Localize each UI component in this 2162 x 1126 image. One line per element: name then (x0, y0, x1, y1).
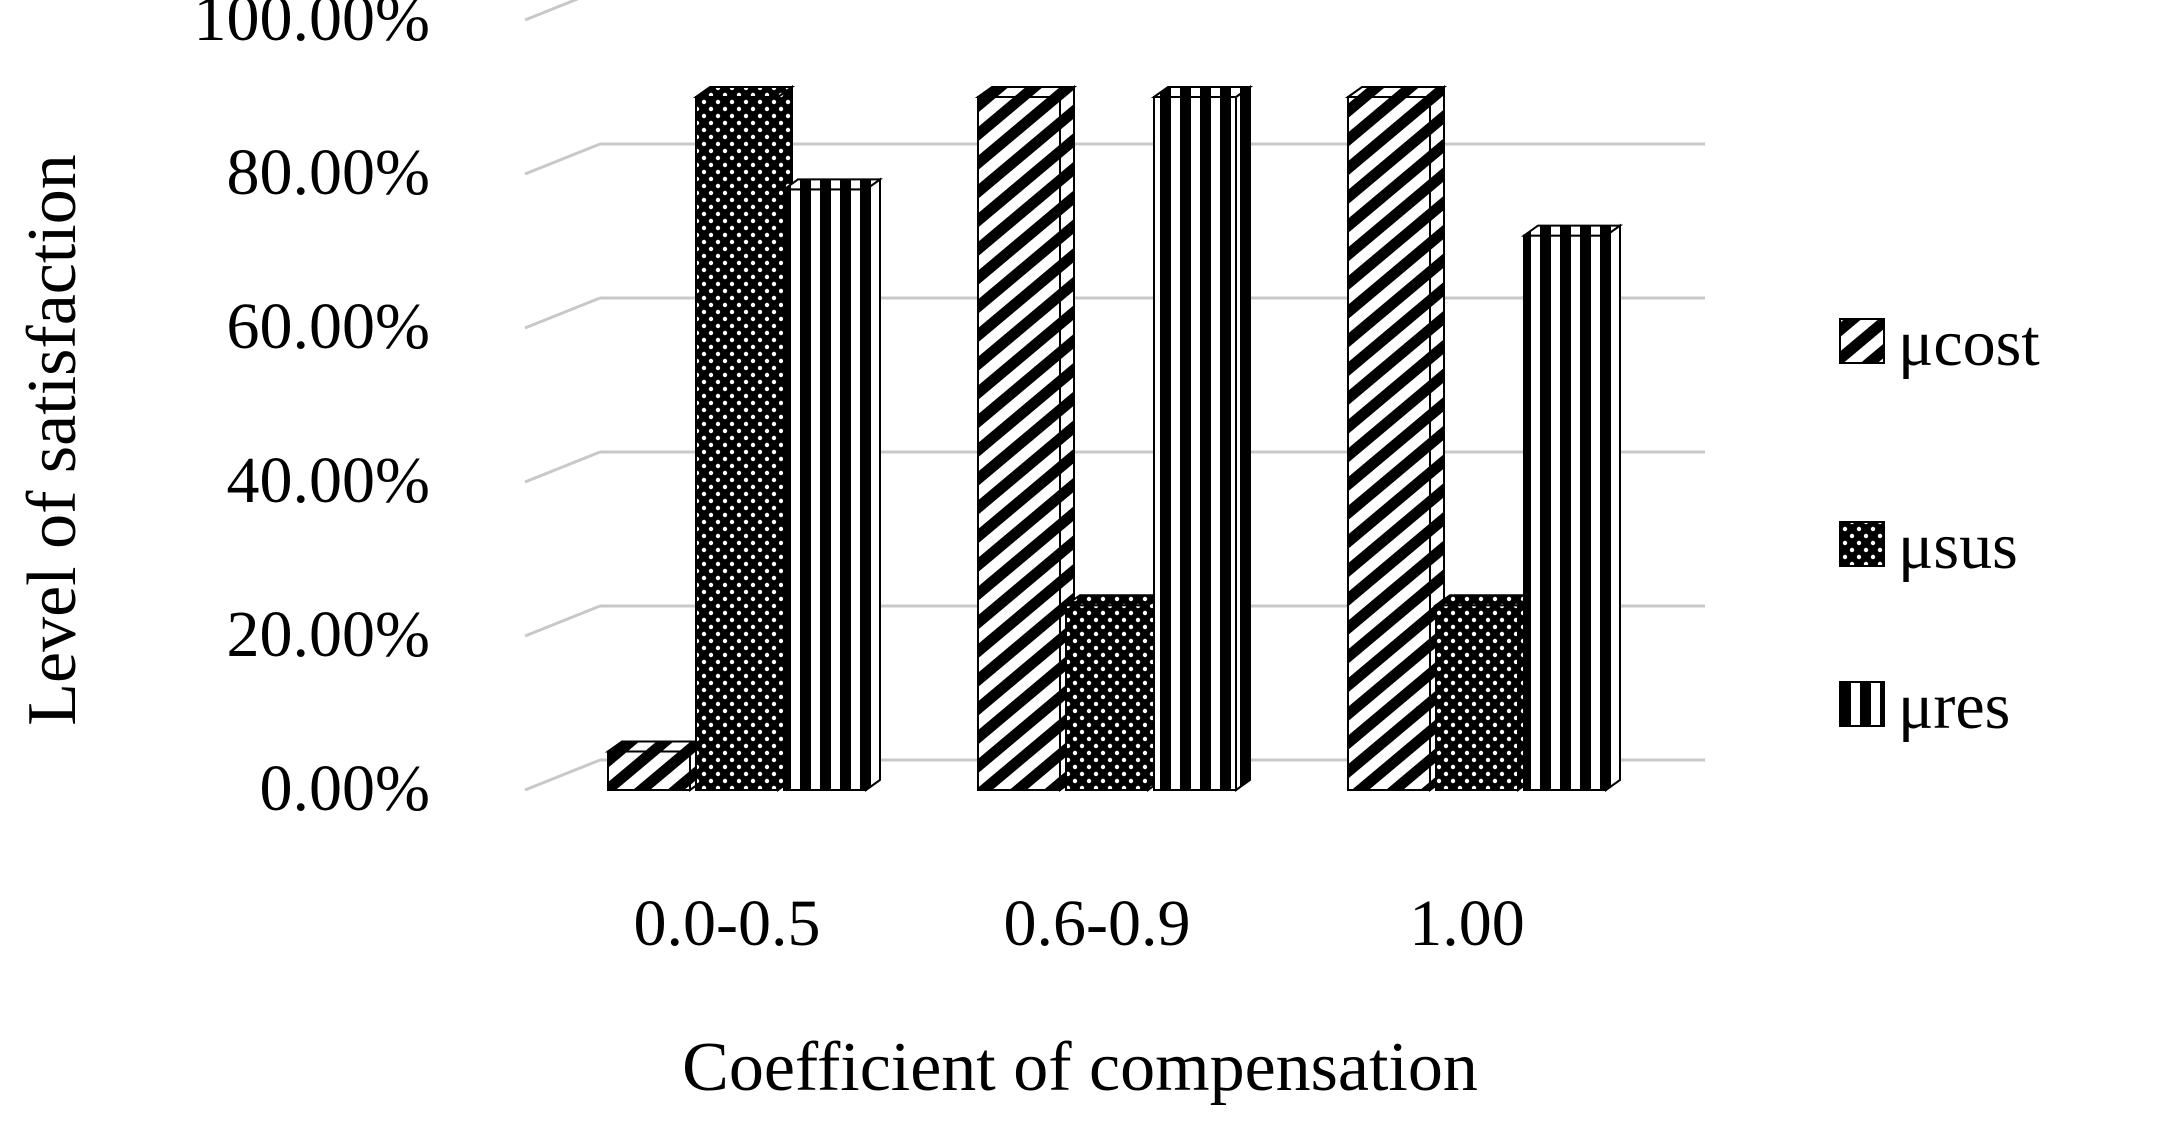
bar (604, 739, 708, 792)
gridline-diagonal (524, 296, 601, 330)
y-tick-label: 40.00% (227, 444, 430, 517)
y-tick-labels: 0.00% 20.00% 40.00% 60.00% 80.00% 100.00% (194, 0, 430, 825)
bars (604, 85, 1624, 792)
bar (1520, 223, 1624, 792)
gridline-diagonal (524, 142, 601, 176)
legend-label: μcost (1898, 307, 2040, 380)
legend-swatch (1839, 681, 1885, 727)
bar (1150, 85, 1254, 792)
legend-swatch (1839, 521, 1885, 567)
legend-label: μres (1898, 670, 2010, 743)
bar (780, 177, 884, 792)
category-label: 0.6-0.9 (1004, 887, 1191, 960)
gridline-diagonal (524, 758, 601, 792)
legend-swatch (1839, 318, 1885, 364)
bar (692, 85, 796, 792)
bar (1432, 593, 1536, 792)
category-labels: 0.0-0.5 0.6-0.9 1.00 (634, 887, 1525, 960)
legend: μcost μsus μres (1839, 307, 2040, 743)
x-axis-label: Coefficient of compensation (682, 1029, 1478, 1106)
legend-entry: μcost (1839, 307, 2040, 380)
y-tick-label: 20.00% (227, 598, 430, 671)
bar (974, 85, 1078, 792)
gridline-diagonal (524, 604, 601, 638)
y-tick-label: 80.00% (227, 136, 430, 209)
y-axis-label: Level of satisfaction (14, 154, 91, 725)
category-label: 0.0-0.5 (634, 887, 821, 960)
legend-label: μsus (1898, 510, 2018, 583)
legend-entry: μsus (1839, 510, 2018, 583)
gridline-diagonal (524, 0, 580, 22)
y-tick-label: 60.00% (227, 290, 430, 363)
legend-entry: μres (1839, 670, 2010, 743)
bar (1062, 593, 1166, 792)
bar (1344, 85, 1448, 792)
gridline-diagonal (524, 450, 601, 484)
y-tick-label: 100.00% (194, 0, 430, 55)
category-label: 1.00 (1409, 887, 1525, 960)
y-tick-label: 0.00% (260, 752, 430, 825)
